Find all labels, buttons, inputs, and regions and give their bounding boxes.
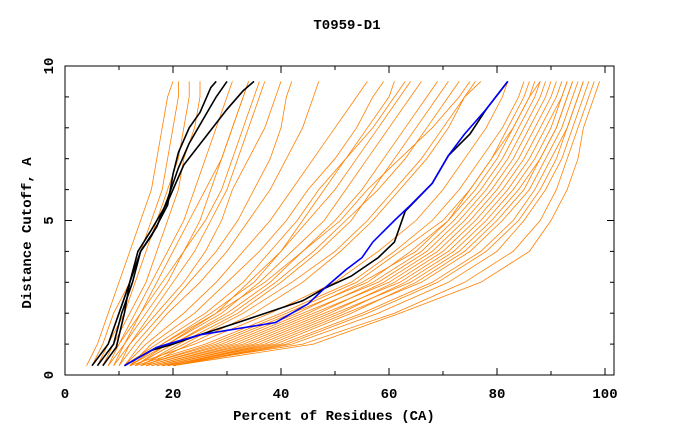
model-curve — [129, 81, 411, 367]
model-curve — [129, 81, 509, 367]
x-tick-label: 100 — [592, 387, 617, 403]
model-curve — [129, 81, 406, 367]
model-curve — [156, 81, 568, 367]
model-curve — [172, 81, 600, 367]
model-curve — [151, 81, 541, 367]
model-curve — [135, 81, 438, 367]
y-tick-label: 10 — [42, 58, 58, 75]
chart-title: T0959-D1 — [313, 18, 380, 34]
highlight-curve — [91, 80, 217, 367]
model-curve — [97, 81, 190, 366]
x-tick-label: 0 — [61, 387, 69, 403]
selected-curve — [124, 80, 509, 367]
model-curve — [140, 81, 449, 367]
x-axis-label: Percent of Residues (CA) — [233, 409, 435, 425]
x-tick-label: 60 — [381, 387, 398, 403]
model-curve — [145, 81, 546, 367]
model-curve — [134, 81, 422, 367]
x-tick-label: 40 — [273, 387, 290, 403]
model-curve — [167, 81, 568, 367]
model-curve — [86, 81, 174, 366]
y-axis-label: Distance Cutoff, A — [20, 157, 36, 309]
model-curve — [172, 81, 590, 367]
model-curve — [124, 81, 395, 367]
model-curve — [113, 81, 282, 366]
x-tick-label: 80 — [489, 387, 506, 403]
model-curve — [172, 81, 584, 367]
model-curve — [124, 81, 368, 366]
highlight-curve — [102, 80, 255, 367]
model-curve — [167, 81, 579, 367]
series-group — [86, 80, 600, 367]
model-curve — [91, 81, 179, 366]
model-curve — [151, 81, 557, 367]
model-curve — [162, 81, 563, 367]
x-tick-label: 20 — [165, 387, 182, 403]
model-curve — [102, 81, 260, 366]
model-curve — [167, 81, 573, 367]
highlight-curve — [96, 80, 228, 367]
model-curve — [140, 81, 530, 367]
model-curve — [102, 81, 201, 366]
model-curve — [162, 81, 595, 367]
axis-ticks: 0 20 40 60 80 100 0 5 10 — [42, 58, 618, 403]
model-curve — [135, 81, 460, 367]
model-curve — [118, 81, 293, 366]
model-curve — [129, 81, 471, 367]
model-curve — [145, 81, 482, 367]
y-tick-label: 5 — [42, 216, 58, 224]
model-curve — [129, 81, 384, 366]
model-curve — [135, 81, 525, 367]
model-curve — [118, 81, 266, 366]
model-curve — [107, 81, 249, 366]
model-curve — [140, 81, 476, 367]
y-tick-label: 0 — [42, 371, 58, 379]
model-curve — [124, 81, 320, 366]
model-curve — [156, 81, 552, 367]
